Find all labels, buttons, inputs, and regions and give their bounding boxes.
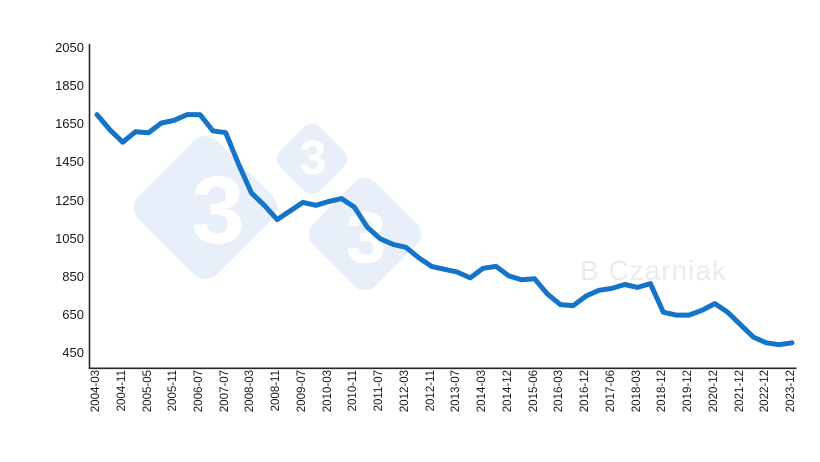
brand-three-small-text: 3 — [299, 132, 327, 185]
x-tick-label: 2009-07 — [295, 370, 308, 413]
x-tick-label: 2010-11 — [347, 370, 360, 412]
x-tick-label: 2020-12 — [707, 370, 720, 413]
x-tick-label: 2016-12 — [579, 370, 592, 413]
y-tick-label: 850 — [62, 268, 84, 284]
x-tick-label: 2019-12 — [682, 370, 694, 413]
y-tick-label: 650 — [62, 307, 84, 323]
y-tick-label: 2050 — [55, 39, 84, 55]
x-tick-label: 2007-07 — [218, 370, 231, 413]
x-tick-label: 2018-12 — [656, 370, 669, 413]
x-tick-label: 2012-11 — [424, 370, 437, 412]
y-tick-label: 1050 — [55, 230, 84, 246]
x-tick-label: 2005-05 — [141, 370, 154, 413]
credit-watermark: B Czarniak — [580, 255, 727, 286]
x-tick-label: 2012-03 — [398, 370, 411, 413]
x-tick-label: 2018-03 — [630, 370, 643, 413]
x-tick-label: 2006-07 — [193, 370, 205, 413]
x-tick-label: 2004-11 — [115, 370, 128, 412]
x-tick-label: 2016-03 — [553, 370, 566, 413]
x-tick-label: 2021-12 — [733, 370, 746, 413]
x-tick-label: 2017-06 — [604, 370, 617, 413]
x-tick-label: 2015-06 — [527, 370, 540, 413]
x-tick-label: 2005-11 — [167, 370, 180, 412]
x-tick-label: 2013-07 — [450, 370, 463, 413]
x-tick-label: 2010-03 — [321, 370, 334, 413]
x-tick-label: 2008-03 — [244, 370, 257, 413]
x-tick-label: 2011-07 — [373, 370, 386, 412]
data-line — [94, 112, 795, 348]
y-tick-label: 1850 — [55, 77, 84, 93]
x-tick-label: 2004-03 — [90, 370, 102, 413]
x-tick-label: 2014-12 — [501, 370, 514, 413]
x-tick-label: 2022-12 — [759, 370, 772, 413]
x-tick-label: 2014-03 — [476, 370, 489, 413]
y-tick-label: 450 — [62, 345, 84, 361]
y-tick-label: 1450 — [55, 154, 84, 170]
y-tick-label: 1250 — [55, 192, 84, 208]
y-tick-label: 1650 — [55, 116, 84, 132]
x-tick-label: 2023-12 — [785, 370, 797, 413]
x-tick-label: 2008-11 — [270, 370, 283, 412]
brand-three-large-text: 3 — [191, 157, 245, 264]
